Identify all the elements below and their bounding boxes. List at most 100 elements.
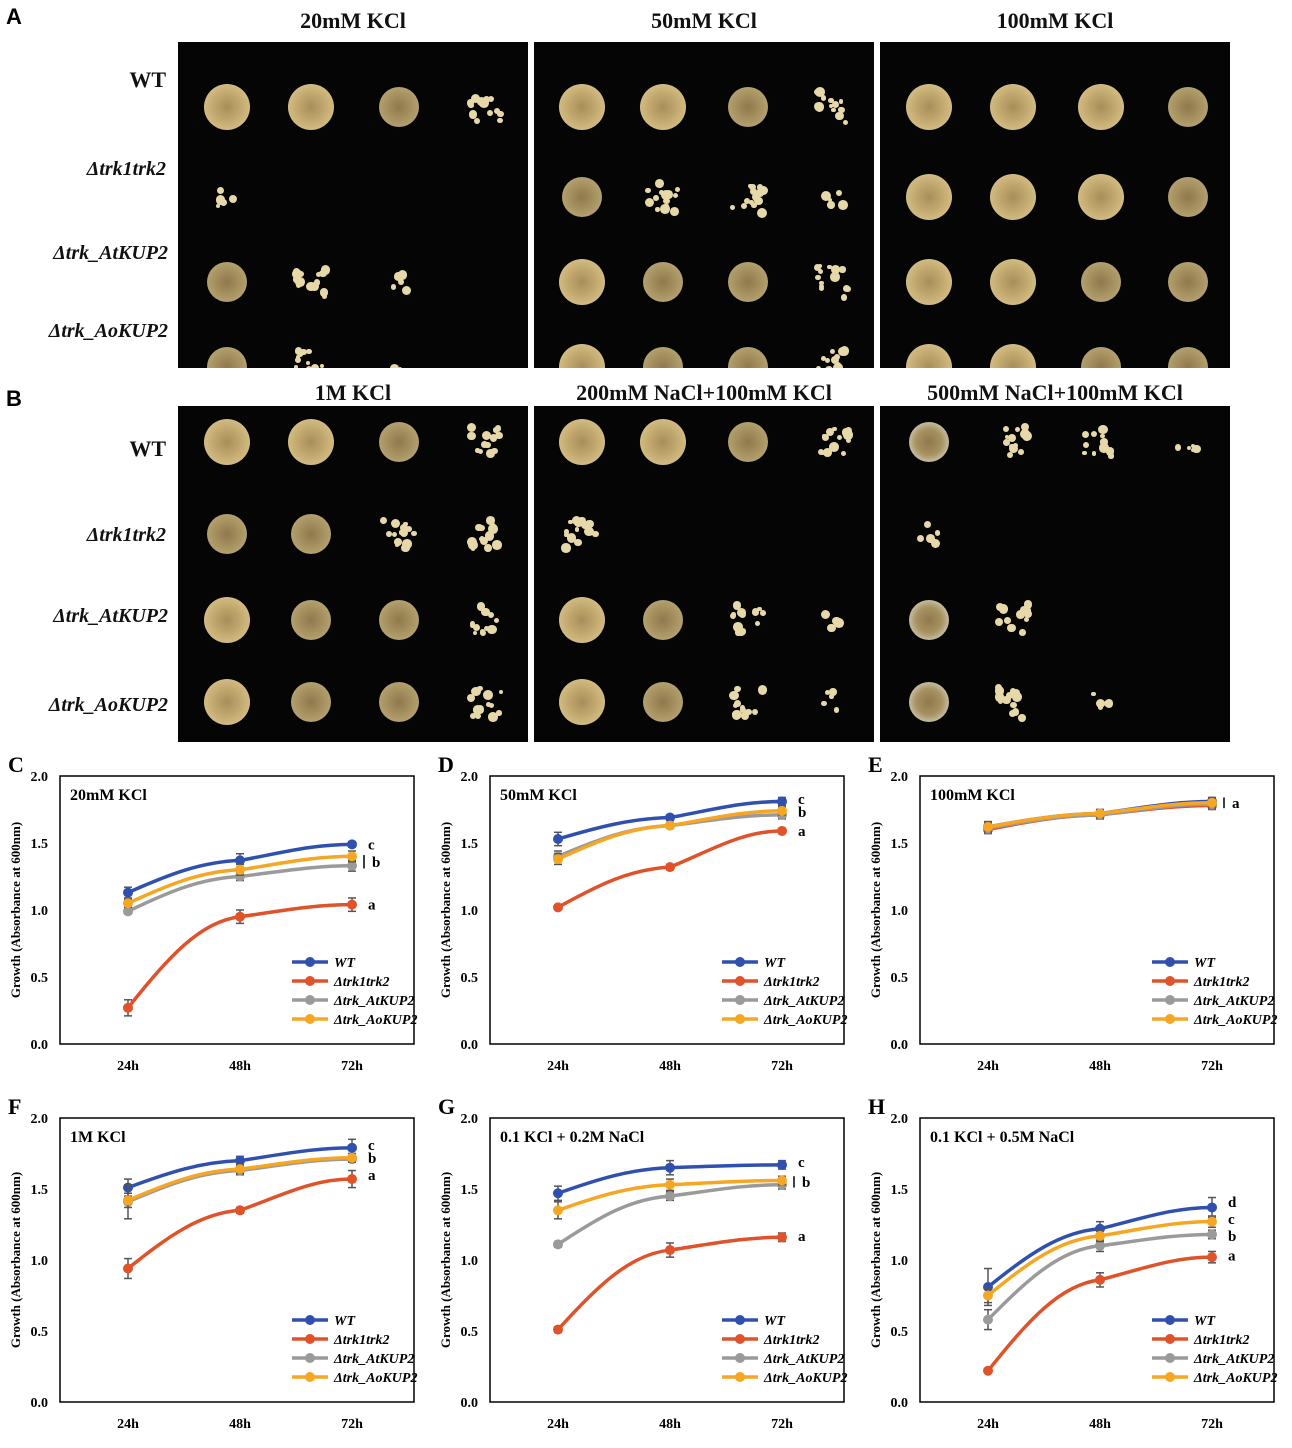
data-point	[983, 1290, 993, 1301]
significance-letter: a	[1232, 796, 1240, 812]
yeast-colony	[491, 448, 498, 455]
yeast-spot	[207, 514, 247, 554]
x-tick-label: 48h	[229, 1059, 251, 1074]
yeast-colony	[841, 451, 847, 456]
yeast-spot	[288, 419, 334, 465]
y-axis-label: Growth (Absorbance at 600nm)	[868, 1172, 883, 1348]
yeast-colony	[828, 198, 833, 203]
yeast-colony	[1174, 444, 1182, 452]
significance-letter: b	[798, 805, 806, 821]
yeast-colony	[749, 200, 754, 205]
yeast-spot	[561, 177, 602, 217]
y-tick-label: 2.0	[31, 770, 49, 785]
yeast-colony	[672, 193, 679, 199]
spot-plate-a2	[534, 42, 874, 368]
yeast-colony	[1083, 442, 1090, 449]
yeast-colony	[494, 618, 500, 624]
yeast-colony	[994, 686, 1005, 696]
panel-letter: H	[868, 1094, 885, 1119]
yeast-spot	[1168, 347, 1208, 368]
yeast-colony	[497, 117, 503, 123]
condition-title-b1: 1M KCl	[314, 380, 392, 405]
data-point	[553, 902, 563, 913]
legend-marker	[1165, 957, 1175, 967]
row-label-a-atkup2: Δtrk_AtKUP2	[53, 242, 168, 264]
yeast-spot	[1168, 262, 1208, 302]
yeast-colony	[393, 537, 402, 546]
yeast-colony	[292, 276, 300, 283]
spot-plate-b2	[534, 406, 874, 742]
y-axis-label: Growth (Absorbance at 600nm)	[438, 822, 453, 998]
yeast-spot	[909, 422, 949, 462]
yeast-colony	[930, 538, 941, 549]
yeast-colony	[400, 523, 408, 532]
yeast-colony	[829, 688, 837, 696]
yeast-colony	[831, 616, 841, 626]
yeast-colony	[822, 448, 832, 457]
yeast-colony	[830, 272, 840, 283]
yeast-colony	[739, 705, 746, 711]
yeast-colony	[1002, 425, 1010, 433]
legend-label: Δtrk1trk2	[333, 975, 389, 990]
yeast-colony	[994, 691, 1005, 702]
yeast-colony	[395, 542, 400, 547]
yeast-spot	[1077, 174, 1124, 220]
yeast-colony	[486, 448, 495, 458]
legend-marker	[305, 1372, 315, 1382]
legend-marker	[735, 995, 745, 1005]
yeast-colony	[397, 366, 403, 368]
yeast-colony	[216, 203, 221, 208]
yeast-colony	[386, 531, 392, 537]
significance-letter: c	[368, 837, 375, 853]
yeast-spot	[378, 422, 419, 462]
significance-letter: a	[1228, 1249, 1236, 1265]
y-tick-label: 0.0	[461, 1038, 479, 1053]
legend-marker	[1165, 1334, 1175, 1344]
data-point	[553, 854, 563, 865]
legend-label: WT	[764, 956, 786, 971]
x-tick-label: 72h	[341, 1059, 363, 1074]
yeast-spot	[990, 259, 1036, 305]
data-point	[123, 898, 133, 909]
yeast-colony	[820, 355, 826, 361]
legend-marker	[735, 1315, 745, 1325]
yeast-colony	[821, 700, 827, 707]
y-tick-label: 1.0	[461, 1254, 479, 1269]
yeast-colony	[1081, 430, 1090, 439]
yeast-colony	[839, 266, 846, 273]
yeast-colony	[229, 194, 238, 203]
significance-letter: c	[798, 1155, 805, 1171]
yeast-colony	[838, 99, 844, 104]
y-tick-label: 2.0	[891, 1112, 909, 1127]
yeast-colony	[379, 516, 388, 525]
yeast-colony	[494, 425, 501, 432]
yeast-colony	[749, 183, 756, 191]
yeast-colony	[1007, 433, 1016, 442]
data-point	[777, 1232, 787, 1243]
yeast-colony	[1192, 444, 1201, 454]
yeast-colony	[466, 423, 476, 433]
yeast-colony	[563, 528, 570, 535]
y-tick-label: 1.0	[891, 904, 909, 919]
yeast-colony	[305, 360, 311, 366]
x-tick-label: 48h	[659, 1417, 681, 1432]
yeast-spot	[204, 679, 250, 725]
yeast-colony	[466, 693, 476, 703]
panel-letter: D	[438, 752, 454, 777]
y-axis-label: Growth (Absorbance at 600nm)	[8, 1172, 23, 1348]
yeast-colony	[815, 274, 821, 280]
row-label-a-wt: WT	[129, 67, 166, 92]
row-label-b-trk1trk2: Δtrk1trk2	[86, 524, 166, 546]
data-point	[665, 820, 675, 831]
yeast-colony	[566, 533, 577, 543]
yeast-colony	[1006, 691, 1013, 699]
yeast-colony	[1105, 447, 1115, 456]
legend-label: Δtrk_AtKUP2	[333, 994, 414, 1009]
legend-label: Δtrk1trk2	[763, 1333, 819, 1348]
yeast-colony	[1022, 431, 1033, 442]
yeast-colony	[473, 117, 480, 124]
yeast-colony	[840, 294, 848, 301]
significance-letter: d	[1228, 1195, 1237, 1211]
yeast-colony	[477, 449, 484, 455]
legend-label: Δtrk_AoKUP2	[763, 1013, 847, 1028]
